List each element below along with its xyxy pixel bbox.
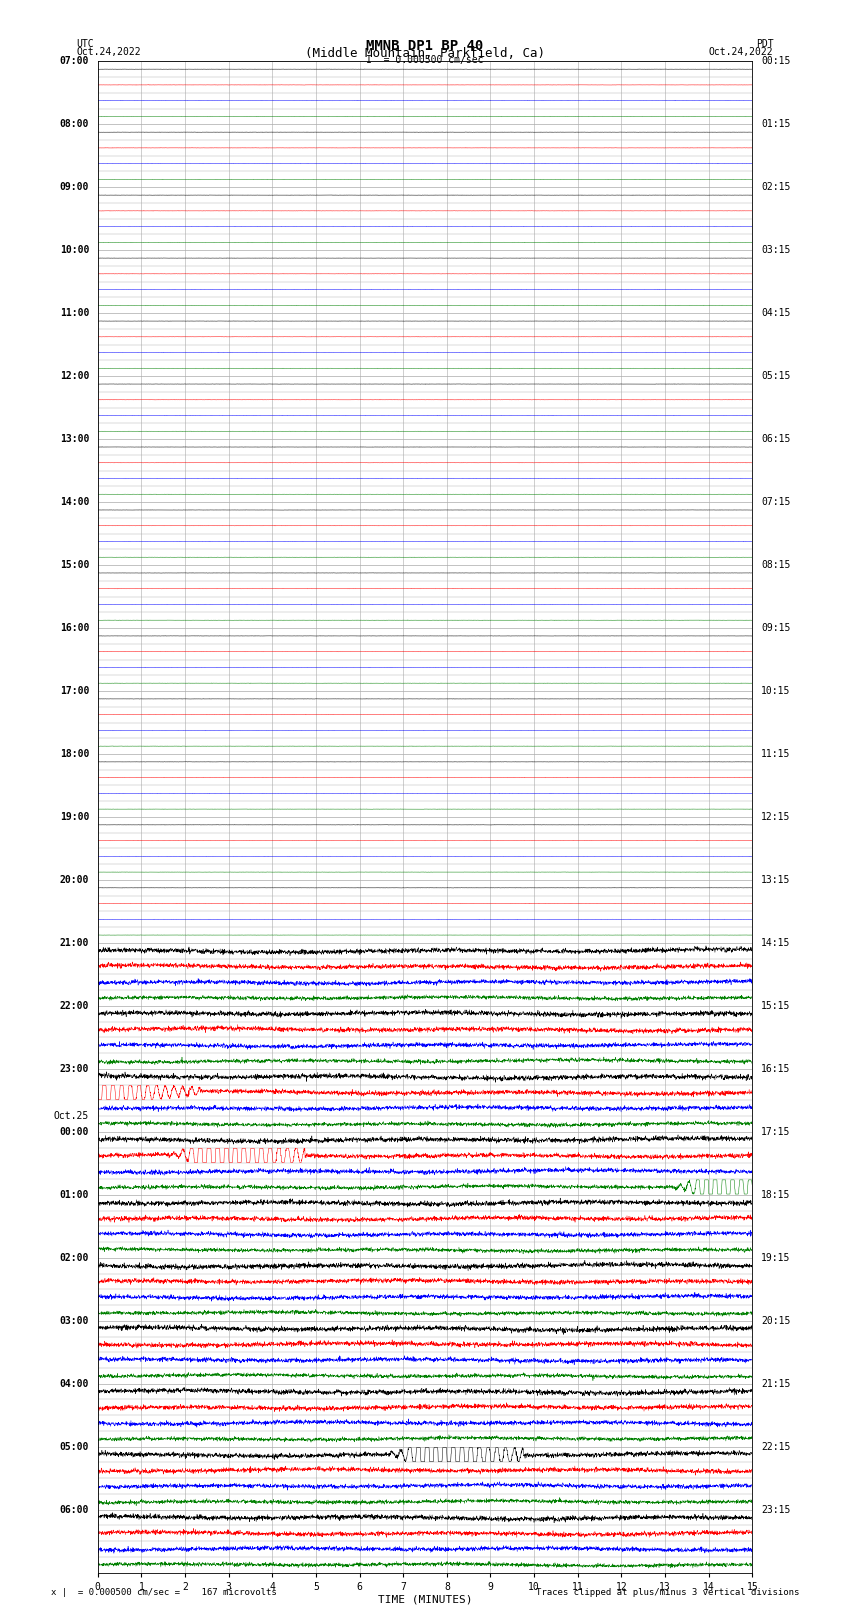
Text: 22:00: 22:00 (60, 1002, 89, 1011)
Text: Oct.24,2022: Oct.24,2022 (76, 47, 141, 56)
Text: MMNB DP1 BP 40: MMNB DP1 BP 40 (366, 39, 484, 53)
Text: 16:15: 16:15 (761, 1065, 790, 1074)
Text: 11:00: 11:00 (60, 308, 89, 318)
Text: 06:15: 06:15 (761, 434, 790, 444)
Text: Oct.24,2022: Oct.24,2022 (709, 47, 774, 56)
Text: 08:00: 08:00 (60, 119, 89, 129)
Text: 13:00: 13:00 (60, 434, 89, 444)
Text: 11:15: 11:15 (761, 748, 790, 760)
Text: 21:00: 21:00 (60, 937, 89, 948)
Text: 00:00: 00:00 (60, 1127, 89, 1137)
Text: 15:00: 15:00 (60, 560, 89, 569)
Text: 07:00: 07:00 (60, 56, 89, 66)
Text: 22:15: 22:15 (761, 1442, 790, 1452)
Text: 18:00: 18:00 (60, 748, 89, 760)
Text: 00:15: 00:15 (761, 56, 790, 66)
Text: 19:00: 19:00 (60, 811, 89, 823)
Text: 14:15: 14:15 (761, 937, 790, 948)
Text: 05:15: 05:15 (761, 371, 790, 381)
Text: 20:15: 20:15 (761, 1316, 790, 1326)
Text: Traces clipped at plus/minus 3 vertical divisions: Traces clipped at plus/minus 3 vertical … (536, 1587, 799, 1597)
Text: 12:00: 12:00 (60, 371, 89, 381)
Text: 16:00: 16:00 (60, 623, 89, 632)
Text: (Middle Mountain, Parkfield, Ca): (Middle Mountain, Parkfield, Ca) (305, 47, 545, 60)
Text: 04:15: 04:15 (761, 308, 790, 318)
Text: 23:00: 23:00 (60, 1065, 89, 1074)
Text: 03:00: 03:00 (60, 1316, 89, 1326)
X-axis label: TIME (MINUTES): TIME (MINUTES) (377, 1595, 473, 1605)
Text: 21:15: 21:15 (761, 1379, 790, 1389)
Text: 05:00: 05:00 (60, 1442, 89, 1452)
Text: 06:00: 06:00 (60, 1505, 89, 1515)
Text: 02:00: 02:00 (60, 1253, 89, 1263)
Text: PDT: PDT (756, 39, 774, 48)
Text: x |  = 0.000500 cm/sec =    167 microvolts: x | = 0.000500 cm/sec = 167 microvolts (51, 1587, 277, 1597)
Text: 10:00: 10:00 (60, 245, 89, 255)
Text: 09:15: 09:15 (761, 623, 790, 632)
Text: Oct.25: Oct.25 (54, 1111, 89, 1121)
Text: 01:15: 01:15 (761, 119, 790, 129)
Text: UTC: UTC (76, 39, 94, 48)
Text: 13:15: 13:15 (761, 874, 790, 886)
Text: 20:00: 20:00 (60, 874, 89, 886)
Text: 12:15: 12:15 (761, 811, 790, 823)
Text: 07:15: 07:15 (761, 497, 790, 506)
Text: 02:15: 02:15 (761, 182, 790, 192)
Text: 03:15: 03:15 (761, 245, 790, 255)
Text: 04:00: 04:00 (60, 1379, 89, 1389)
Text: 19:15: 19:15 (761, 1253, 790, 1263)
Text: 18:15: 18:15 (761, 1190, 790, 1200)
Text: 14:00: 14:00 (60, 497, 89, 506)
Text: 23:15: 23:15 (761, 1505, 790, 1515)
Text: I  = 0.000500 cm/sec: I = 0.000500 cm/sec (366, 55, 484, 65)
Text: 15:15: 15:15 (761, 1002, 790, 1011)
Text: 09:00: 09:00 (60, 182, 89, 192)
Text: 17:00: 17:00 (60, 686, 89, 697)
Text: 08:15: 08:15 (761, 560, 790, 569)
Text: 17:15: 17:15 (761, 1127, 790, 1137)
Text: 10:15: 10:15 (761, 686, 790, 697)
Text: 01:00: 01:00 (60, 1190, 89, 1200)
